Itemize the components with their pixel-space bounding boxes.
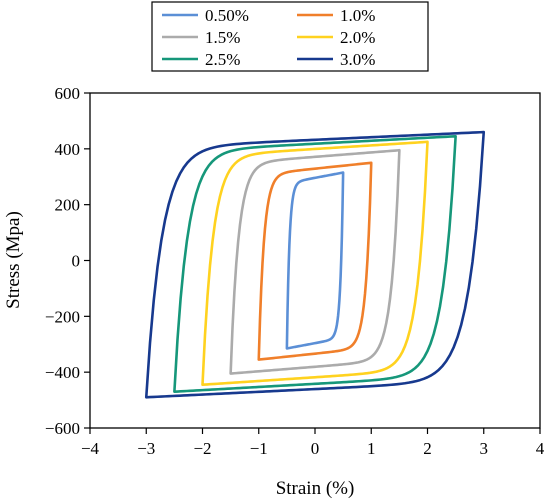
series-line-1-5- (229, 148, 401, 375)
legend-label: 2.5% (205, 50, 240, 69)
series-line-2-5- (173, 134, 457, 394)
legend-label: 2.0% (340, 28, 375, 47)
y-tick-label: −400 (45, 363, 80, 382)
series-line-2-0- (201, 140, 429, 387)
x-tick-label: 1 (367, 439, 376, 458)
y-axis-title: Stress (Mpa) (3, 211, 24, 309)
x-tick-label: −2 (193, 439, 211, 458)
x-tick-label: 3 (480, 439, 489, 458)
y-tick-label: 200 (55, 196, 81, 215)
legend: 0.50% 1.0% 1.5% 2.0% 2.5% 3.0% (151, 1, 429, 72)
x-tick-label: 0 (311, 439, 320, 458)
y-tick-label: 600 (55, 84, 81, 103)
y-tick-label: 0 (72, 252, 81, 271)
y-tick-label: 400 (55, 140, 81, 159)
x-tick-label: −1 (250, 439, 268, 458)
x-tick-label: −4 (81, 439, 100, 458)
x-tick-label: 4 (536, 439, 545, 458)
legend-label: 1.0% (340, 6, 375, 25)
series-line-3-0- (144, 130, 486, 399)
legend-label: 0.50% (205, 6, 249, 25)
y-tick-label: −600 (45, 419, 80, 438)
legend-label: 1.5% (205, 28, 240, 47)
x-axis-title: Strain (%) (276, 478, 355, 499)
series-line-1-0- (257, 161, 373, 361)
legend-label: 3.0% (340, 50, 375, 69)
axes: −4 −3 −2 −1 0 1 2 3 4 −600 −400 −200 0 200 400 600 (45, 84, 545, 458)
plot-area (144, 130, 486, 399)
series-line-0-50- (285, 171, 345, 350)
y-tick-label: −200 (45, 307, 80, 326)
x-tick-label: −3 (137, 439, 155, 458)
x-tick-label: 2 (423, 439, 432, 458)
